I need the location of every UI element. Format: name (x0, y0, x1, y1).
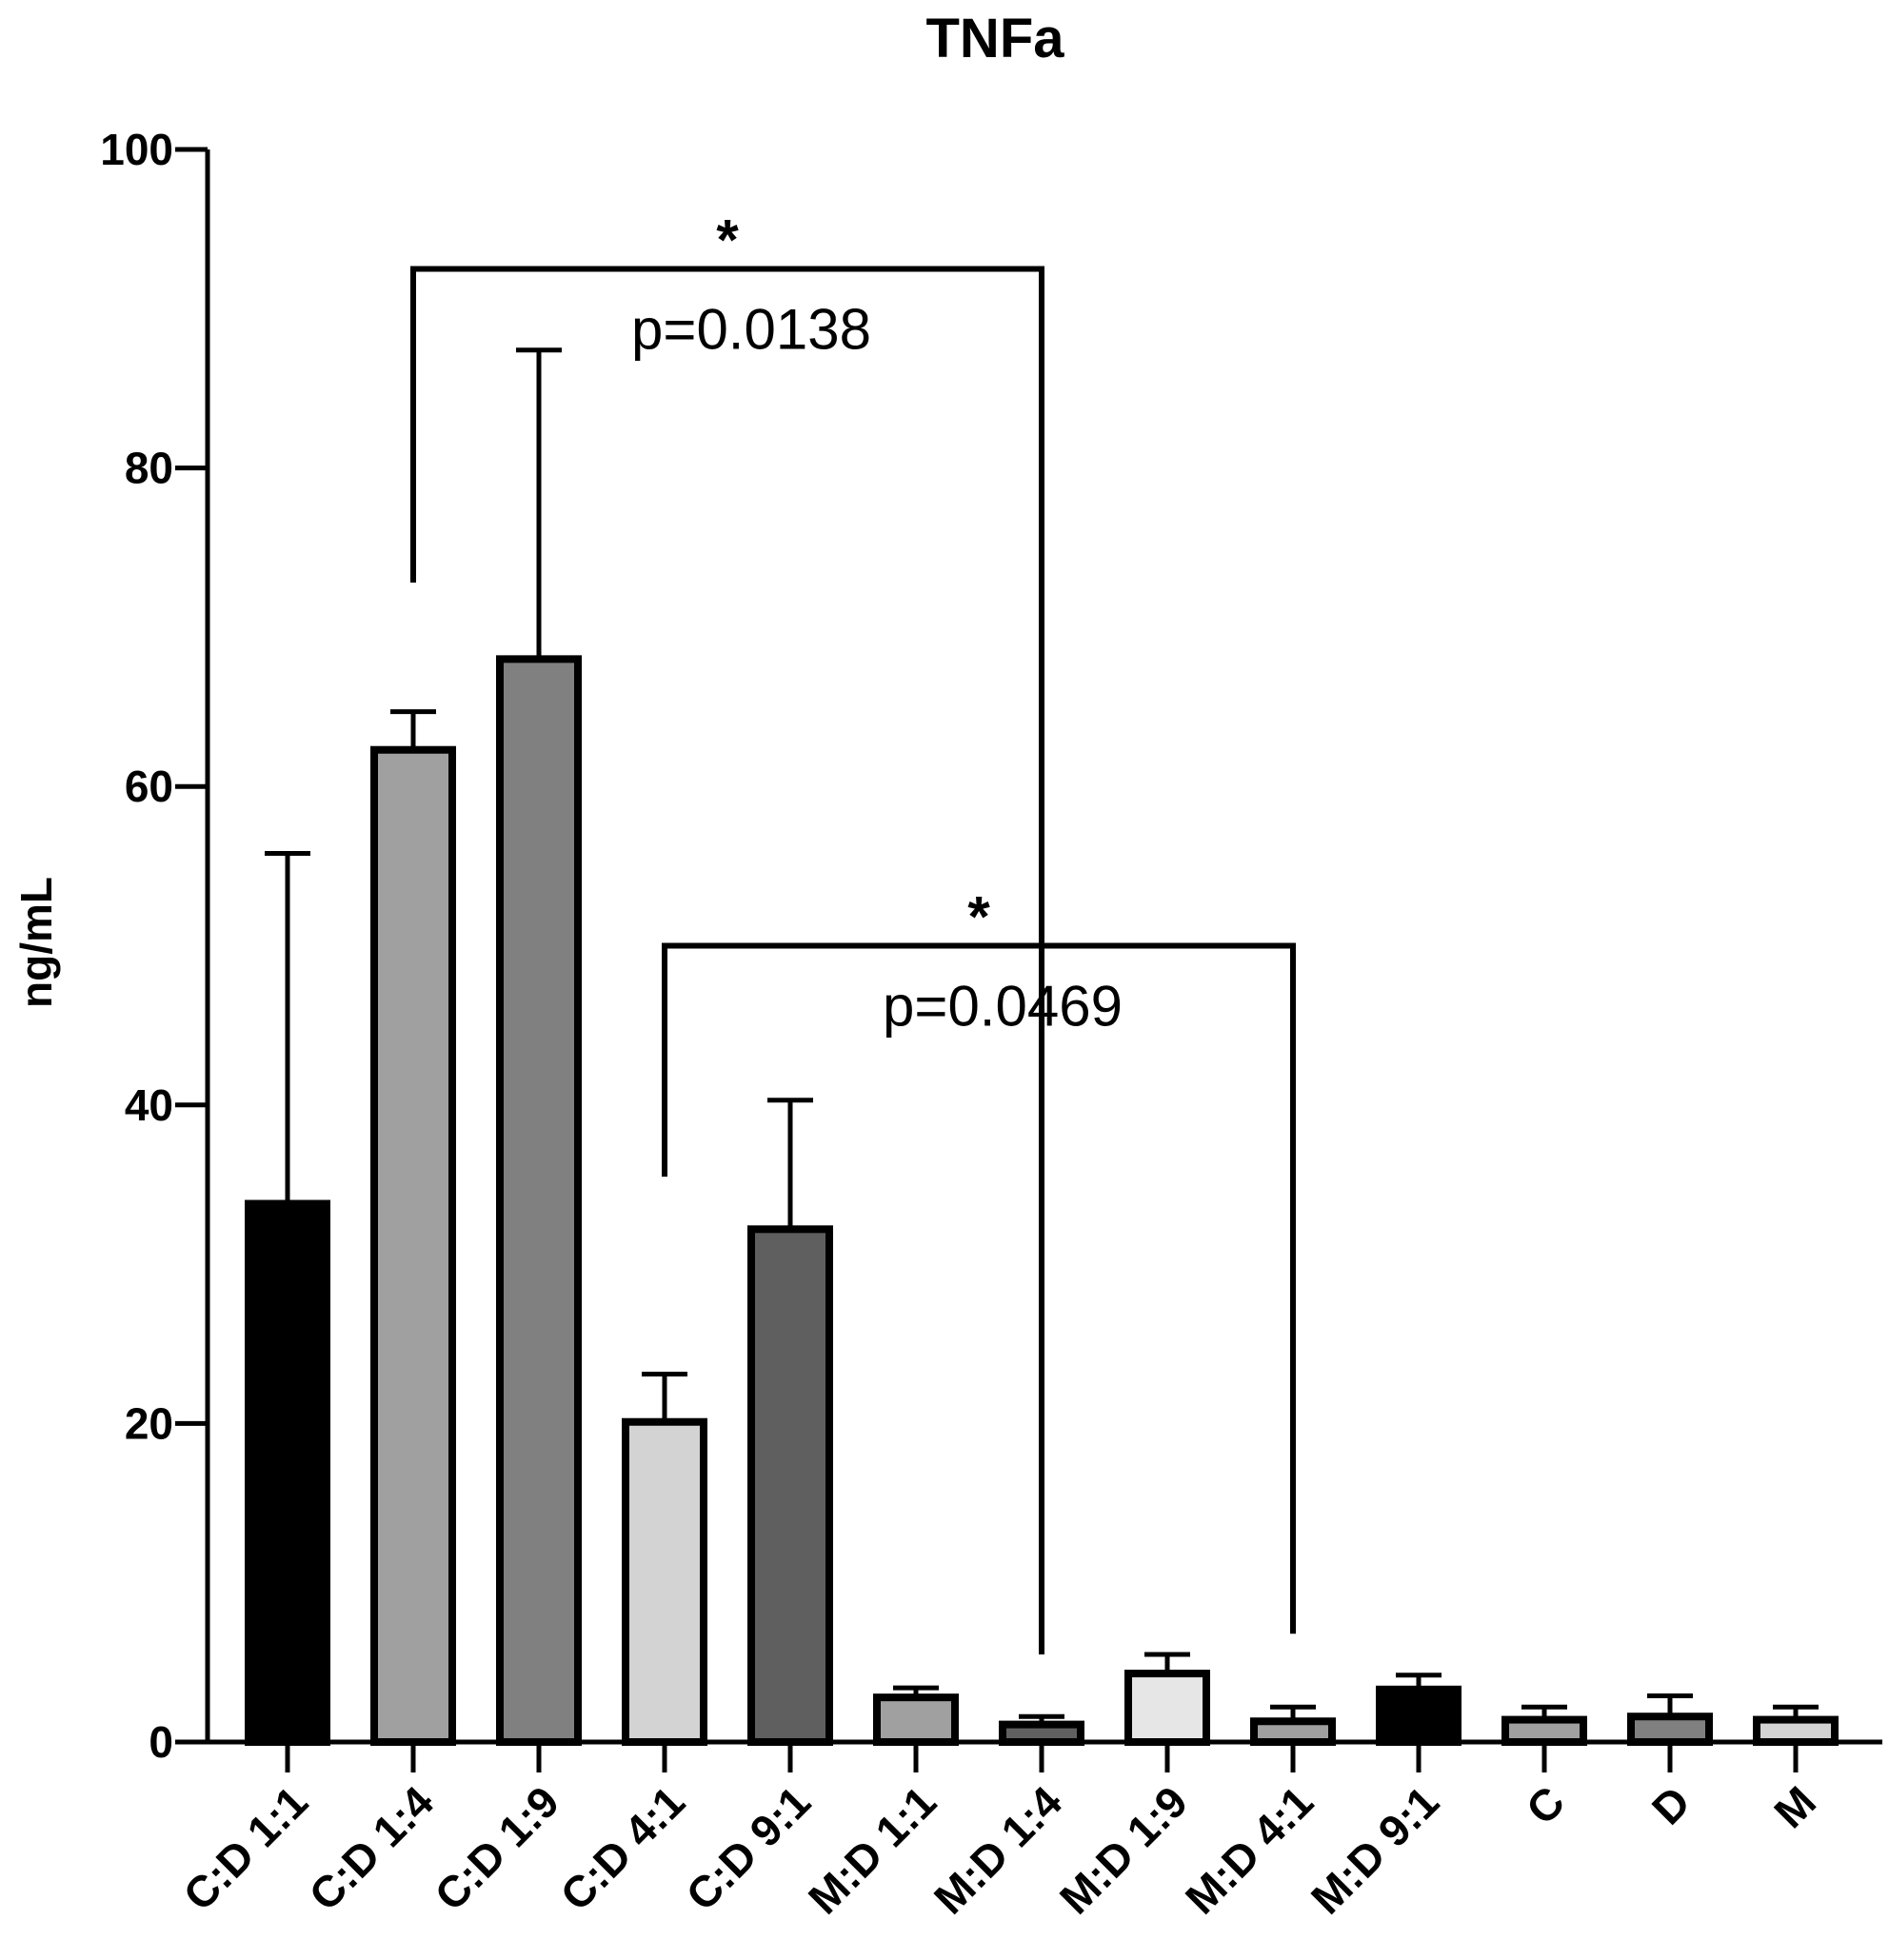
bar-9 (1250, 1717, 1336, 1746)
x-ticks: C:D 1:1C:D 1:4C:D 1:9C:D 4:1C:D 9:1M:D 1… (173, 1742, 1825, 1924)
x-tick-label-10: M:D 9:1 (1302, 1776, 1448, 1923)
error-bar-12 (1647, 1693, 1693, 1717)
bar-12 (1627, 1713, 1713, 1747)
significance-bracket-1: * p=0.0138 (410, 208, 1044, 1654)
bar-7 (999, 1720, 1084, 1747)
error-bar-2 (390, 709, 436, 750)
x-tick-label-6: M:D 1:1 (799, 1776, 945, 1923)
chart-title: TNFa (926, 8, 1065, 69)
y-tick-label-100: 100 (100, 125, 173, 174)
bracket-line-1 (410, 266, 1044, 1654)
x-tick-label-11: C (1517, 1776, 1574, 1833)
x-tick-label-2: C:D 1:4 (299, 1776, 443, 1920)
error-bars (265, 347, 1819, 1725)
error-bar-4 (642, 1372, 687, 1422)
significance-star-2: * (967, 885, 990, 949)
bar-5 (747, 1225, 833, 1746)
x-tick-label-3: C:D 1:9 (425, 1776, 568, 1920)
x-tick-label-9: M:D 4:1 (1176, 1776, 1322, 1923)
y-axis-label: ng/mL (11, 877, 61, 1008)
significance-star-1: * (716, 208, 739, 271)
bar-6 (873, 1693, 959, 1747)
bar-8 (1124, 1670, 1210, 1747)
x-tick-label-8: M:D 1:9 (1050, 1776, 1197, 1923)
p-value-label-1: p=0.0138 (631, 297, 871, 361)
error-bar-3 (516, 347, 562, 660)
error-bar-11 (1521, 1704, 1567, 1720)
x-tick-label-12: D (1642, 1776, 1700, 1833)
error-bar-5 (767, 1098, 813, 1230)
significance-bracket-2: * p=0.0469 (662, 885, 1296, 1634)
x-tick-label-4: C:D 4:1 (550, 1776, 694, 1920)
x-tick-label-7: M:D 1:4 (925, 1776, 1072, 1924)
error-bar-9 (1270, 1704, 1316, 1722)
error-bar-6 (893, 1685, 939, 1698)
p-value-label-2: p=0.0469 (883, 975, 1123, 1039)
bar-1 (245, 1199, 330, 1746)
error-bar-10 (1396, 1673, 1442, 1690)
error-bar-8 (1144, 1652, 1190, 1674)
bar-10 (1376, 1685, 1461, 1747)
bar-2 (370, 745, 456, 1747)
y-tick-label-60: 60 (125, 762, 173, 811)
y-tick-label-20: 20 (125, 1398, 173, 1448)
x-tick-label-13: M (1764, 1776, 1825, 1837)
bar-13 (1753, 1715, 1839, 1747)
y-ticks: 0 20 40 60 80 100 (100, 125, 208, 1767)
x-tick-label-5: C:D 9:1 (676, 1776, 820, 1920)
error-bar-13 (1773, 1704, 1819, 1720)
bar-4 (622, 1417, 707, 1747)
y-tick-label-0: 0 (149, 1717, 173, 1767)
bar-3 (496, 655, 582, 1746)
error-bar-7 (1019, 1713, 1064, 1725)
error-bar-1 (265, 850, 310, 1204)
bracket-line-2 (662, 942, 1296, 1634)
y-tick-label-80: 80 (125, 444, 173, 493)
bar-11 (1501, 1715, 1587, 1747)
x-tick-label-1: C:D 1:1 (173, 1776, 317, 1920)
significance-annotations: * p=0.0138 * p=0.0469 (410, 208, 1296, 1654)
y-tick-label-40: 40 (125, 1080, 173, 1130)
